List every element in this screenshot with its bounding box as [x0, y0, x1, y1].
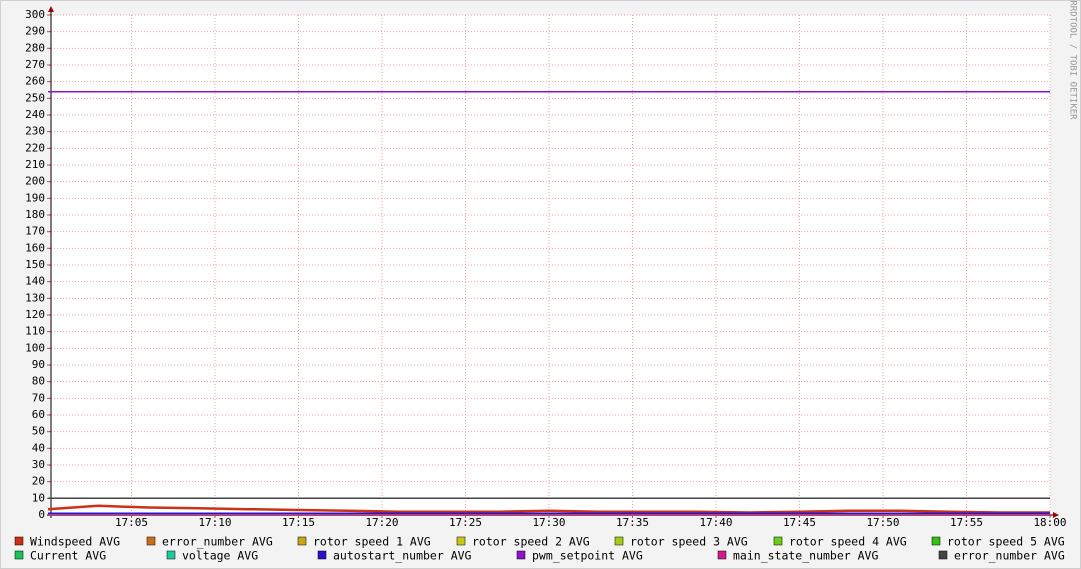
y-tick-label: 50 — [32, 425, 45, 438]
y-tick-label: 260 — [25, 75, 45, 88]
y-tick-label: 280 — [25, 41, 45, 54]
legend-swatch — [14, 550, 24, 560]
legend-swatch — [14, 536, 24, 546]
y-tick-label: 20 — [32, 475, 45, 488]
x-tick-label: 17:35 — [616, 516, 649, 529]
legend-swatch — [931, 536, 941, 546]
legend-swatch — [717, 550, 727, 560]
y-tick-label: 120 — [25, 308, 45, 321]
x-tick-label: 17:05 — [115, 516, 148, 529]
y-tick-label: 270 — [25, 58, 45, 71]
series-line — [47, 504, 1050, 514]
y-tick-label: 290 — [25, 25, 45, 38]
y-tick-label: 0 — [38, 508, 45, 521]
legend-swatch — [938, 550, 948, 560]
y-tick-label: 140 — [25, 275, 45, 288]
legend-swatch — [516, 550, 526, 560]
y-tick-label: 250 — [25, 91, 45, 104]
legend-label: rotor speed 1 AVG — [313, 535, 431, 549]
y-tick-label: 90 — [32, 358, 45, 371]
legend-swatch — [773, 536, 783, 546]
y-tick-label: 220 — [25, 141, 45, 154]
watermark: RRDTOOL / TOBI OETIKER — [1068, 0, 1078, 120]
legend-swatch — [614, 536, 624, 546]
x-tick-label: 17:50 — [866, 516, 899, 529]
y-tick-label: 130 — [25, 291, 45, 304]
y-tick-label: 170 — [25, 225, 45, 238]
legend-label: autostart_number AVG — [333, 549, 472, 563]
y-tick-label: 210 — [25, 158, 45, 171]
y-tick-label: 80 — [32, 375, 45, 388]
legend-label: voltage AVG — [182, 549, 258, 563]
y-tick-label: 300 — [25, 8, 45, 21]
x-axis-arrow — [1053, 512, 1059, 518]
legend-label: rotor speed 2 AVG — [472, 535, 590, 549]
y-tick-label: 230 — [25, 125, 45, 138]
y-tick-label: 70 — [32, 391, 45, 404]
x-tick-label: 17:40 — [699, 516, 732, 529]
legend-label: error_number AVG — [954, 549, 1065, 563]
x-tick-label: 17:10 — [198, 516, 231, 529]
legend-label: pwm_setpoint AVG — [532, 549, 643, 563]
y-tick-label: 200 — [25, 175, 45, 188]
legend-label: rotor speed 5 AVG — [947, 535, 1065, 549]
legend-label: Windspeed AVG — [30, 535, 120, 549]
x-tick-label: 17:45 — [783, 516, 816, 529]
x-tick-label: 17:55 — [950, 516, 983, 529]
x-tick-label: 17:15 — [282, 516, 315, 529]
y-axis-arrow — [48, 6, 54, 12]
legend-label: error_number AVG — [162, 535, 273, 549]
legend-label: rotor speed 3 AVG — [630, 535, 748, 549]
y-tick-label: 160 — [25, 241, 45, 254]
y-tick-label: 150 — [25, 258, 45, 271]
y-tick-label: 110 — [25, 325, 45, 338]
x-tick-label: 17:20 — [365, 516, 398, 529]
y-tick-label: 100 — [25, 341, 45, 354]
legend-swatch — [166, 550, 176, 560]
y-tick-label: 60 — [32, 408, 45, 421]
y-tick-label: 190 — [25, 191, 45, 204]
legend-swatch — [297, 536, 307, 546]
y-tick-label: 40 — [32, 441, 45, 454]
y-tick-label: 180 — [25, 208, 45, 221]
y-tick-label: 10 — [32, 491, 45, 504]
x-tick-label: 17:30 — [532, 516, 565, 529]
y-tick-label: 30 — [32, 458, 45, 471]
x-tick-label: 17:25 — [449, 516, 482, 529]
legend-swatch — [317, 550, 327, 560]
legend-swatch — [146, 536, 156, 546]
legend-label: rotor speed 4 AVG — [789, 535, 907, 549]
legend-label: main_state_number AVG — [733, 549, 878, 563]
legend-label: Current AVG — [30, 549, 106, 563]
y-tick-label: 240 — [25, 108, 45, 121]
legend-swatch — [456, 536, 466, 546]
x-tick-label: 18:00 — [1033, 516, 1066, 529]
